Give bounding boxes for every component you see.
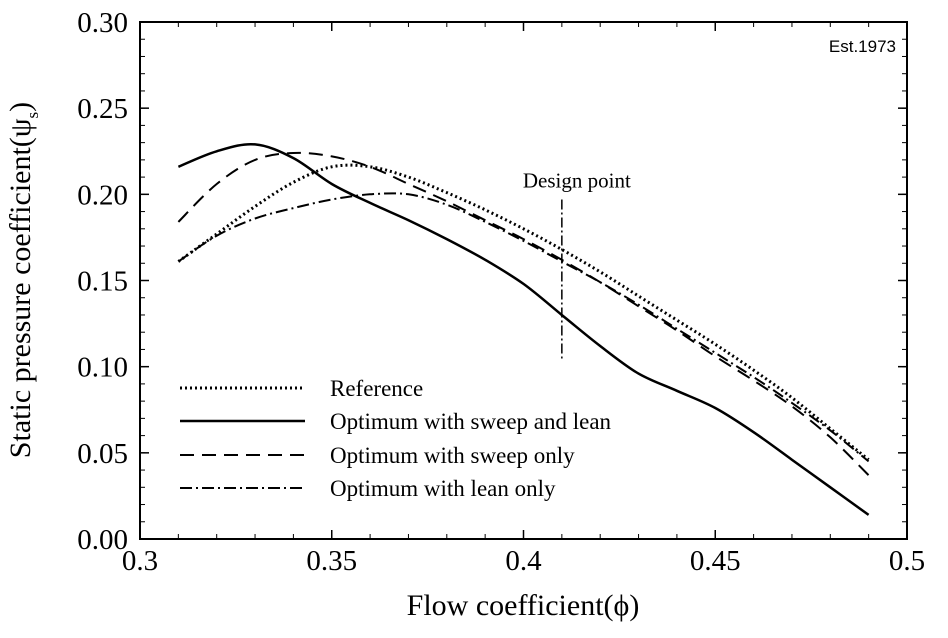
series-line-3	[177, 192, 870, 463]
y-axis-title-subscript: s	[23, 112, 42, 119]
y-tick-label: 0.30	[77, 7, 128, 39]
x-tick-label: 0.45	[690, 545, 741, 577]
series-layer	[177, 142, 870, 516]
x-tick-label: 0.5	[889, 545, 925, 577]
x-tick-label: 0.35	[306, 545, 357, 577]
y-tick-label: 0.05	[77, 438, 128, 470]
x-axis: 0.3 0.35 0.4 0.45 0.5	[122, 22, 925, 577]
design-point-label: Design point	[523, 169, 631, 193]
y-axis-title-main: Static pressure coefficient(ψ	[4, 118, 37, 458]
legend-label-lean-only: Optimum with lean only	[330, 476, 556, 501]
y-axis-title: Static pressure coefficient(ψs)	[4, 102, 42, 458]
legend-label-reference: Reference	[330, 376, 423, 401]
y-tick-label: 0.10	[77, 352, 128, 384]
y-tick-label: 0.15	[77, 266, 128, 298]
legend-label-sweep-only: Optimum with sweep only	[330, 443, 575, 468]
x-axis-title: Flow coefficient(ϕ)	[407, 589, 640, 622]
x-tick-label: 0.4	[505, 545, 542, 577]
y-tick-label: 0.00	[77, 524, 128, 556]
y-tick-label: 0.25	[77, 93, 128, 125]
legend-label-sweep-and-lean: Optimum with sweep and lean	[330, 409, 612, 434]
y-axis-title-close: )	[4, 102, 37, 112]
legend: Reference Optimum with sweep and lean Op…	[180, 376, 612, 501]
y-tick-label: 0.20	[77, 179, 128, 211]
watermark-text: Est.1973	[829, 37, 896, 56]
series-line-0	[177, 163, 870, 461]
series-line-1	[177, 142, 870, 516]
x-tick-label: 0.3	[122, 545, 158, 577]
series-line-2	[177, 151, 870, 476]
y-axis: 0.00 0.05 0.10 0.15 0.20 0.25 0.30	[77, 7, 907, 556]
